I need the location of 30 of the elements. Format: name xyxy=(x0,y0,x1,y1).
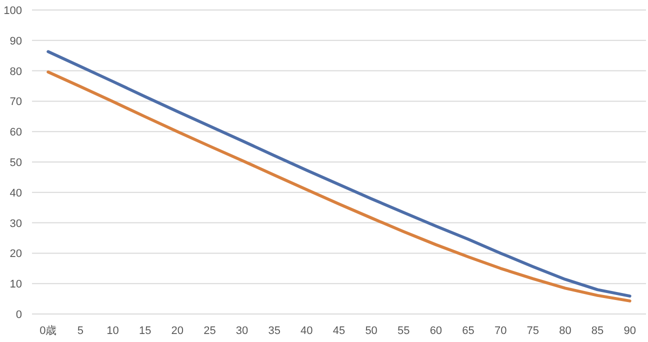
x-tick-label: 55 xyxy=(398,325,410,337)
y-tick-label: 0 xyxy=(16,309,22,321)
x-tick-label: 85 xyxy=(591,325,604,337)
x-tick-label: 60 xyxy=(430,325,442,337)
y-tick-label: 30 xyxy=(10,218,22,230)
x-tick-label: 50 xyxy=(365,325,378,337)
x-tick-label: 10 xyxy=(106,325,119,337)
x-tick-label: 5 xyxy=(77,325,84,337)
x-tick-label: 0歳 xyxy=(40,324,57,337)
y-tick-label: 70 xyxy=(10,96,22,108)
x-tick-label: 45 xyxy=(332,325,346,337)
y-tick-label: 80 xyxy=(10,66,22,78)
y-tick-label: 50 xyxy=(10,157,22,169)
y-tick-label: 20 xyxy=(10,248,22,260)
y-tick-label: 100 xyxy=(4,5,22,17)
x-tick-label: 25 xyxy=(204,325,216,337)
x-tick-label: 30 xyxy=(236,325,248,337)
x-tick-label: 90 xyxy=(624,325,636,337)
y-tick-label: 40 xyxy=(10,187,22,200)
x-tick-label: 75 xyxy=(526,325,540,337)
x-tick-label: 20 xyxy=(171,325,184,337)
y-tick-label: 60 xyxy=(10,126,22,139)
x-tick-label: 15 xyxy=(138,325,152,337)
y-tick-label: 10 xyxy=(10,278,22,291)
y-tick-label: 90 xyxy=(10,35,22,48)
x-tick-label: 40 xyxy=(300,325,313,337)
x-tick-label: 70 xyxy=(494,325,507,337)
x-tick-label: 80 xyxy=(559,325,572,337)
x-tick-label: 35 xyxy=(268,325,280,337)
x-tick-label: 65 xyxy=(462,325,474,337)
